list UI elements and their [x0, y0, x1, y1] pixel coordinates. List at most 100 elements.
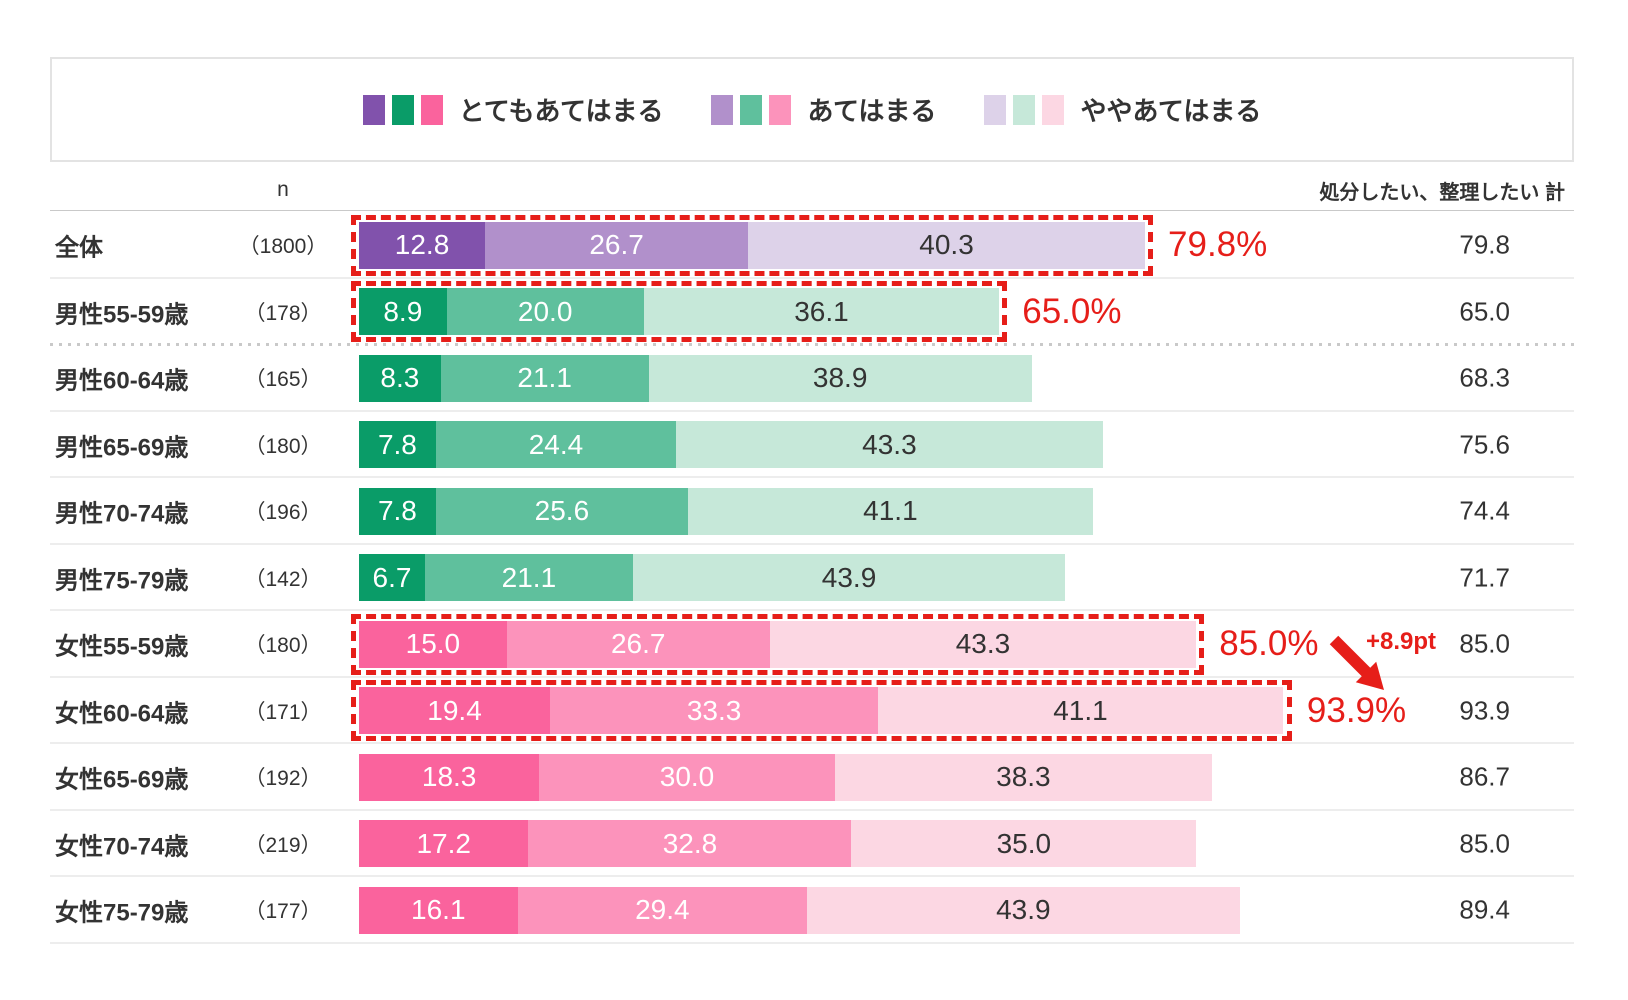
row-total: 79.8 [1459, 229, 1510, 260]
bar-segment: 43.3 [769, 620, 1197, 668]
bar-stack: 18.3 30.0 38.3 [359, 753, 1212, 801]
chart-row: 女性60-64歳 （171） 19.4 33.3 41.1 93.9% 93.9 [0, 678, 1628, 744]
row-separator [50, 675, 1574, 678]
row-label: 女性55-59歳 [55, 633, 189, 661]
bar-segment: 6.7 [359, 554, 425, 602]
row-label: 女性65-69歳 [55, 766, 189, 794]
row-label: 女性75-79歳 [55, 899, 189, 927]
chart-row: 男性75-79歳 （142） 6.7 21.1 43.9 71.7 [0, 545, 1628, 611]
bar-segment: 7.8 [359, 487, 436, 535]
bar-segment: 21.1 [424, 554, 633, 602]
row-n: （180） [244, 434, 322, 458]
row-separator [50, 476, 1574, 478]
legend-swatch [391, 94, 414, 125]
row-n: （1800） [238, 235, 328, 259]
row-total: 75.6 [1459, 429, 1510, 460]
legend-swatch [769, 94, 792, 125]
legend: とてもあてはまる あてはまる ややあてはまる [50, 57, 1574, 162]
bar-stack: 7.8 24.4 43.3 [359, 421, 1103, 469]
legend-swatch [984, 94, 1007, 125]
row-separator [50, 542, 1574, 545]
bar-stack: 8.9 20.0 36.1 [359, 288, 1000, 336]
bar-segment: 43.9 [807, 886, 1240, 934]
bar-segment: 43.9 [632, 554, 1066, 602]
bar-stack: 17.2 32.8 35.0 [359, 820, 1197, 868]
bar-segment: 38.3 [834, 753, 1212, 801]
chart-row: 女性70-74歳 （219） 17.2 32.8 35.0 85.0 [0, 811, 1628, 877]
row-separator [50, 343, 1574, 346]
legend-swatch [711, 94, 734, 125]
bar-segment: 32.8 [528, 820, 852, 868]
bar-segment: 30.0 [539, 753, 835, 801]
highlight-label: 93.9% [1306, 690, 1407, 730]
highlight-box [351, 281, 1008, 343]
row-label: 男性55-59歳 [55, 301, 189, 329]
chart-rows: 全体 （1800） 12.8 26.7 40.3 79.8% 79.8 男性55-59歳 （17… [0, 212, 1628, 944]
chart-row: 全体 （1800） 12.8 26.7 40.3 79.8% 79.8 [0, 212, 1628, 279]
bar-stack: 8.3 21.1 38.9 [359, 354, 1032, 402]
header-divider [50, 210, 1574, 211]
annotation-arrow-icon [1329, 635, 1384, 690]
chart-row: 男性60-64歳 （165） 8.3 21.1 38.9 68.3 [0, 345, 1628, 412]
row-separator [50, 941, 1574, 944]
row-total: 93.9 [1459, 695, 1510, 726]
row-separator [50, 276, 1574, 279]
bar-segment: 35.0 [851, 820, 1197, 868]
bar-segment: 16.1 [359, 886, 518, 934]
highlight-label: 65.0% [1022, 291, 1122, 331]
legend-group: あてはまる [711, 91, 936, 128]
highlight-box [351, 613, 1205, 675]
row-n: （142） [244, 567, 322, 591]
legend-swatches [362, 94, 443, 125]
row-total: 86.7 [1459, 761, 1510, 792]
row-separator [50, 409, 1574, 412]
bar-segment: 26.7 [485, 221, 749, 269]
highlight-label: 85.0% [1219, 624, 1319, 664]
row-n: （178） [244, 301, 322, 325]
bar-segment: 15.0 [359, 620, 507, 668]
column-header-n: n [277, 178, 289, 201]
bar-stack: 19.4 33.3 41.1 [359, 687, 1283, 735]
bar-stack: 7.8 25.6 41.1 [359, 487, 1093, 535]
bar-segment: 36.1 [643, 288, 1000, 336]
row-n: （192） [244, 767, 322, 791]
chart-row: 男性65-69歳 （180） 7.8 24.4 43.3 75.6 [0, 412, 1628, 478]
row-label: 女性70-74歳 [55, 833, 189, 861]
legend-label: あてはまる [807, 96, 937, 126]
legend-swatch [1013, 94, 1036, 125]
legend-swatch [740, 94, 763, 125]
highlight-label: 79.8% [1168, 225, 1268, 265]
bar-stack: 15.0 26.7 43.3 [359, 620, 1197, 668]
legend-swatch [420, 94, 443, 125]
row-total: 71.7 [1459, 562, 1510, 593]
row-separator [50, 609, 1574, 611]
bar-segment: 41.1 [687, 487, 1093, 535]
legend-group: ややあてはまる [984, 91, 1261, 128]
bar-segment: 33.3 [550, 687, 879, 735]
row-n: （177） [244, 900, 322, 924]
row-label: 男性70-74歳 [55, 500, 189, 528]
legend-swatches [711, 94, 792, 125]
bar-segment: 41.1 [878, 687, 1283, 735]
bar-segment: 40.3 [748, 221, 1146, 269]
highlight-box [351, 214, 1154, 276]
legend-label: とてもあてはまる [458, 96, 664, 126]
row-n: （171） [244, 700, 322, 724]
row-separator [50, 875, 1574, 877]
legend-swatch [362, 94, 385, 125]
row-label: 男性60-64歳 [55, 367, 189, 395]
row-label: 全体 [55, 234, 103, 262]
row-total: 74.4 [1459, 495, 1510, 526]
row-n: （219） [244, 833, 322, 857]
bar-segment: 24.4 [435, 421, 677, 469]
chart-row: 男性55-59歳 （178） 8.9 20.0 36.1 65.0% 65.0 [0, 279, 1628, 346]
annotation-delta-label: +8.9pt [1366, 628, 1437, 655]
column-header-total: 処分したい、整理したい 計 [1319, 182, 1565, 204]
bar-segment: 12.8 [359, 221, 486, 269]
bar-stack: 16.1 29.4 43.9 [359, 886, 1240, 934]
bar-segment: 20.0 [446, 288, 644, 336]
bar-segment: 18.3 [359, 753, 540, 801]
row-total: 89.4 [1459, 894, 1510, 925]
chart-row: 女性65-69歳 （192） 18.3 30.0 38.3 86.7 [0, 744, 1628, 811]
bar-segment: 21.1 [440, 354, 649, 402]
